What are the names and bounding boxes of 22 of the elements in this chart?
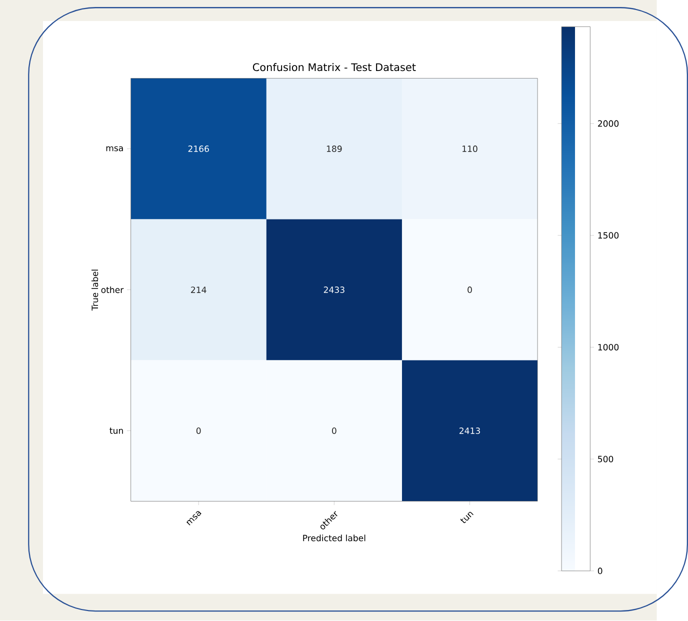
data-label: 110 — [462, 146, 478, 152]
data-label: 0 — [196, 428, 201, 434]
y-tick-label: tun — [110, 428, 123, 434]
y-tick-label: other — [101, 286, 124, 294]
data-label: 2413 — [459, 428, 480, 434]
data-label: 0 — [468, 286, 472, 294]
data-label: 2166 — [188, 146, 209, 152]
color-bar-label: 2000 — [598, 120, 619, 127]
x-tick-label: tun — [460, 512, 474, 524]
color-bar-label: 1500 — [598, 232, 619, 239]
y-tick-label: msa — [106, 146, 123, 152]
data-label: 2433 — [324, 286, 344, 294]
x-tick-label: msa — [186, 511, 202, 526]
color-bar-label: 500 — [598, 456, 614, 462]
data-label: 0 — [332, 428, 336, 434]
y-axis-title: True label — [91, 270, 98, 311]
color-bar-label: 0 — [598, 568, 602, 574]
data-label: 214 — [191, 286, 206, 294]
data-label: 189 — [326, 146, 342, 152]
color-bar-label: 1000 — [598, 344, 619, 351]
chart-title: Confusion Matrix - Test Dataset — [252, 63, 416, 72]
x-axis-title: Predicted label — [303, 534, 366, 542]
